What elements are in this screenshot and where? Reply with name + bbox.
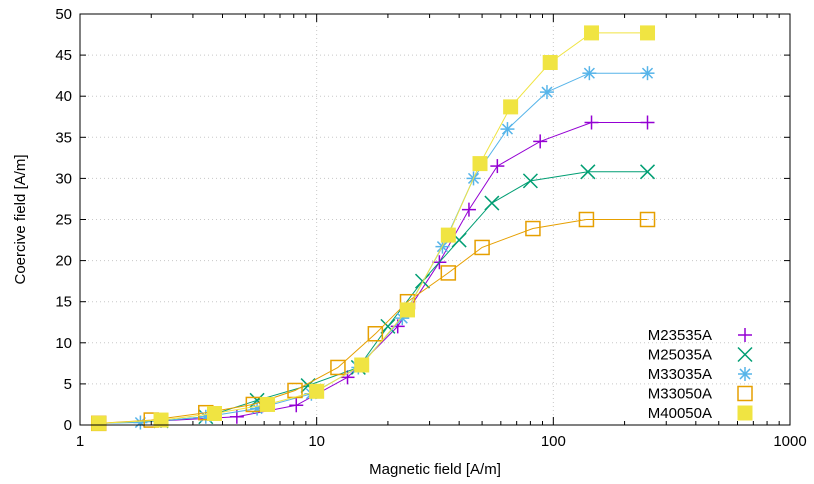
ticks-layer: 0 5 10 15 20 25 30 35 40 45 50 1 10 100 1000 <box>55 6 806 450</box>
legend-label: M40050A <box>648 405 712 422</box>
data-point <box>640 25 656 41</box>
legend-item: M40050A <box>648 405 753 422</box>
data-point <box>584 115 599 130</box>
data-point <box>414 273 431 289</box>
data-point <box>584 25 600 41</box>
data-point <box>330 359 346 376</box>
data-point <box>500 122 515 137</box>
data-point <box>640 115 655 130</box>
data-point <box>582 66 597 81</box>
series-line <box>98 219 648 424</box>
legend-marker <box>737 385 753 402</box>
y-tick-label: 10 <box>55 335 72 352</box>
legend-label: M23535A <box>648 327 712 344</box>
data-point <box>503 99 519 115</box>
y-tick-label: 35 <box>55 129 72 146</box>
grid-layer <box>80 14 790 425</box>
y-tick-label: 15 <box>55 294 72 311</box>
data-point <box>472 156 488 172</box>
series-M33050A <box>90 211 656 432</box>
x-tick-label: 100 <box>541 433 566 450</box>
legend-marker <box>738 367 752 381</box>
y-tick-label: 45 <box>55 47 72 64</box>
data-point <box>533 134 548 149</box>
legend-item: M33050A <box>648 385 753 403</box>
data-point <box>367 326 384 342</box>
data-point <box>578 211 595 228</box>
legend: M23535A M25035A M33035A M33050A M40050A <box>648 327 753 422</box>
data-point <box>639 211 656 228</box>
data-point <box>340 370 355 385</box>
legend-marker <box>737 405 753 421</box>
y-tick-label: 25 <box>55 212 72 229</box>
x-tick-label: 10 <box>308 433 325 450</box>
data-point <box>474 239 490 256</box>
y-tick-label: 30 <box>55 170 72 187</box>
data-point <box>539 85 554 100</box>
data-point <box>461 202 476 217</box>
legend-item: M33035A <box>648 366 752 383</box>
data-point <box>580 164 596 180</box>
y-tick-label: 20 <box>55 253 72 270</box>
legend-marker <box>737 346 753 363</box>
data-point <box>440 265 457 281</box>
data-point <box>260 396 276 412</box>
data-point <box>380 318 396 334</box>
data-point <box>639 164 656 180</box>
series-line <box>98 72 648 424</box>
legend-label: M25035A <box>648 347 712 364</box>
data-point <box>309 383 325 399</box>
data-point <box>206 405 222 421</box>
data-point <box>484 195 500 211</box>
legend-label: M33050A <box>648 386 712 403</box>
data-point <box>542 54 558 70</box>
data-point <box>525 220 541 237</box>
data-point <box>153 412 169 428</box>
y-tick-label: 40 <box>55 88 72 105</box>
series-M25035A <box>91 164 656 431</box>
series-M23535A <box>91 115 655 431</box>
x-tick-label: 1 <box>76 433 84 450</box>
legend-item: M23535A <box>648 327 752 344</box>
data-point <box>490 159 505 174</box>
legend-marker <box>738 328 752 342</box>
y-tick-label: 50 <box>55 6 72 23</box>
x-axis-label: Magnetic field [A/m] <box>369 461 501 478</box>
x-tick-label: 1000 <box>773 433 806 450</box>
y-tick-label: 5 <box>64 376 72 393</box>
series-line <box>98 122 648 424</box>
data-point <box>400 302 416 318</box>
data-point <box>354 357 370 373</box>
series-line <box>98 171 648 424</box>
y-axis-label: Coercive field [A/m] <box>12 154 29 284</box>
data-point <box>640 66 655 81</box>
data-point <box>522 173 538 189</box>
series-line <box>98 32 648 424</box>
y-tick-label: 0 <box>64 417 72 434</box>
data-point <box>289 398 304 413</box>
data-point <box>440 227 456 243</box>
legend-label: M33035A <box>648 366 712 383</box>
series-M40050A <box>91 25 656 431</box>
series-layer <box>90 25 656 432</box>
data-point <box>91 415 107 431</box>
series-M33035A <box>91 66 655 431</box>
legend-item: M25035A <box>648 346 753 364</box>
